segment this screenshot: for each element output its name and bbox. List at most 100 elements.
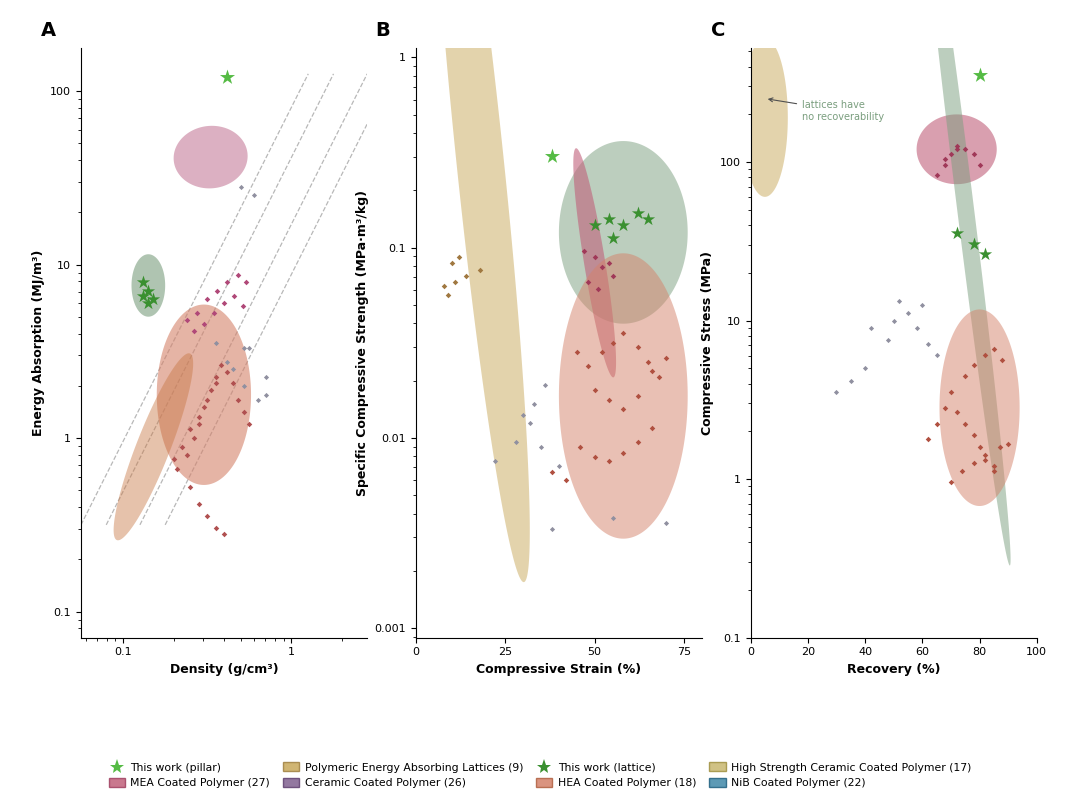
Point xyxy=(919,433,936,446)
Point xyxy=(178,314,195,327)
Point xyxy=(928,349,945,362)
Point xyxy=(948,406,966,419)
Point xyxy=(948,143,966,155)
Point xyxy=(971,441,988,453)
Polygon shape xyxy=(174,126,247,188)
Point xyxy=(644,365,661,378)
Point xyxy=(257,388,274,401)
Point xyxy=(966,428,983,441)
Point xyxy=(629,435,646,448)
Point xyxy=(139,285,157,297)
Point xyxy=(207,336,225,349)
Text: B: B xyxy=(376,21,391,40)
Point xyxy=(202,383,219,396)
Point xyxy=(229,394,246,406)
Point xyxy=(914,298,931,311)
Point xyxy=(543,523,561,536)
Point xyxy=(234,300,252,312)
Point xyxy=(207,522,225,535)
Point xyxy=(219,71,237,84)
Point xyxy=(615,218,632,231)
Point xyxy=(168,463,186,476)
Point xyxy=(224,376,241,389)
Polygon shape xyxy=(157,304,251,485)
X-axis label: Recovery (%): Recovery (%) xyxy=(847,663,941,676)
Text: lattices have
no recoverability: lattices have no recoverability xyxy=(769,98,885,122)
Point xyxy=(450,251,468,264)
Point xyxy=(576,245,593,257)
Point xyxy=(976,349,994,362)
Point xyxy=(229,269,246,281)
Y-axis label: Compressive Stress (MPa): Compressive Stress (MPa) xyxy=(701,251,714,434)
Point xyxy=(189,307,206,320)
Point xyxy=(235,379,253,392)
Point xyxy=(550,460,568,473)
Point xyxy=(532,441,550,453)
Polygon shape xyxy=(559,253,688,539)
Point xyxy=(985,343,1002,355)
Point xyxy=(219,366,237,379)
Point xyxy=(658,517,675,530)
Point xyxy=(639,355,657,368)
Point xyxy=(199,394,216,406)
Point xyxy=(900,306,917,319)
Point xyxy=(543,465,561,478)
Point xyxy=(604,512,621,524)
Point xyxy=(615,403,632,416)
Point xyxy=(976,248,994,261)
Point xyxy=(936,159,954,171)
Point xyxy=(862,322,879,335)
Point xyxy=(508,435,525,448)
Point xyxy=(190,497,207,510)
Point xyxy=(971,69,988,81)
Point xyxy=(190,411,207,424)
Point xyxy=(971,159,988,171)
Point xyxy=(1000,438,1017,450)
Point xyxy=(593,261,610,273)
Point xyxy=(579,276,596,289)
Polygon shape xyxy=(113,353,193,540)
Point xyxy=(199,293,216,306)
Point xyxy=(536,379,553,391)
Point xyxy=(568,346,585,359)
Point xyxy=(212,359,229,371)
Point xyxy=(942,476,959,489)
Point xyxy=(994,354,1011,367)
Point xyxy=(966,238,983,251)
Point xyxy=(145,293,162,306)
Point xyxy=(593,346,610,359)
Point xyxy=(957,417,974,430)
Point xyxy=(604,336,621,349)
Point xyxy=(185,432,202,445)
Point xyxy=(139,296,157,309)
Point xyxy=(249,394,267,406)
Point xyxy=(928,417,945,430)
Point xyxy=(557,473,575,486)
Point xyxy=(644,422,661,434)
Point xyxy=(486,454,503,467)
Point xyxy=(195,317,213,330)
Point xyxy=(190,418,207,430)
Point xyxy=(954,465,971,477)
Point xyxy=(629,390,646,402)
Point xyxy=(615,446,632,459)
Point xyxy=(976,453,994,466)
Point xyxy=(600,394,618,406)
Point xyxy=(586,218,604,231)
Point xyxy=(219,276,237,289)
Point xyxy=(235,342,253,355)
Point xyxy=(457,269,474,282)
Y-axis label: Energy Absorption (MJ/m³): Energy Absorption (MJ/m³) xyxy=(31,249,44,436)
Point xyxy=(235,406,253,418)
Point xyxy=(543,150,561,163)
Point xyxy=(600,213,618,226)
Point xyxy=(232,180,249,193)
Point xyxy=(842,375,860,387)
Text: A: A xyxy=(41,21,56,40)
Point xyxy=(185,324,202,337)
Point xyxy=(957,143,974,155)
Point xyxy=(590,283,607,296)
Point xyxy=(966,457,983,469)
Polygon shape xyxy=(742,38,787,197)
Point xyxy=(199,510,216,523)
